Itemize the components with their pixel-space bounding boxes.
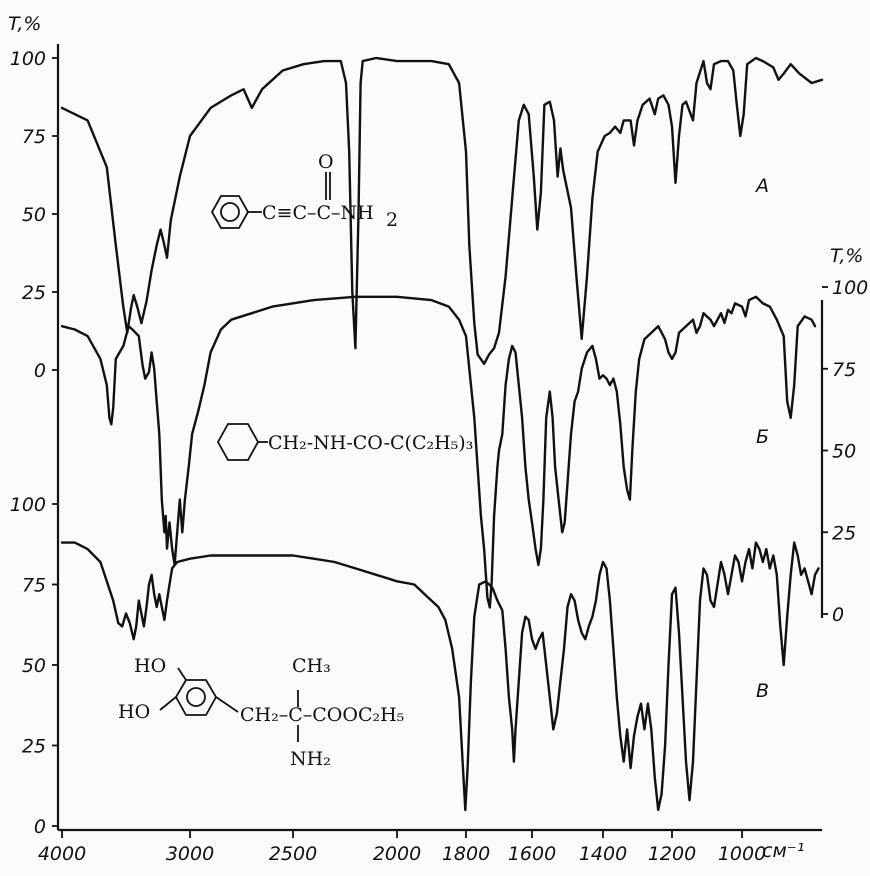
x-tick-label: 1000 (718, 843, 766, 865)
benzene-ring-c-inner-icon (186, 687, 206, 707)
x-tick-label: 3000 (166, 843, 214, 865)
molecule-c-formula: CH₂–C–COOC₂H₅ (240, 704, 404, 726)
molecule-b-formula: CH₂-NH-CO-C(C₂H₅)₃ (268, 432, 473, 454)
series-label-b: Б (756, 426, 769, 448)
x-tick-label: 1800 (442, 843, 490, 865)
left-y-a-tick-label: 0 (34, 360, 46, 382)
spectrum-a-line (60, 56, 824, 365)
amino-label: NH₂ (290, 748, 331, 770)
left-y-a-tick-label: 25 (22, 282, 46, 304)
benzene-ring-a-icon (210, 195, 250, 229)
series-label-c: В (756, 680, 769, 702)
axes (56, 44, 824, 832)
right-y-tick-label: 50 (832, 441, 856, 463)
oh-bond-2 (159, 696, 177, 711)
left-y-c-tick-label: 50 (22, 655, 46, 677)
benzene-ring-a-inner-icon (220, 202, 240, 222)
y-ticks: 100 75 50 25 0 100 75 50 25 0 100 75 50 25 0 (10, 48, 869, 838)
right-y-axis-title: T,% (830, 245, 863, 267)
methyl-label: CH₃ (292, 655, 331, 677)
spectrum-c-line (60, 541, 820, 812)
molecule-b: CH₂-NH-CO-C(C₂H₅)₃ (216, 423, 473, 461)
molecule-c: HO HO CH₃ CH₂–C–COOC₂H₅ NH₂ (118, 655, 404, 770)
left-y-c-tick-label: 0 (34, 816, 46, 838)
cyclohexane-ring-b-icon (216, 423, 260, 461)
left-y-a-tick-label: 75 (22, 126, 46, 148)
oh-bond-1 (177, 667, 187, 681)
x-tick-label: 2500 (269, 843, 317, 865)
chain-bond-c (215, 696, 239, 713)
molecule-a: O C≡C–C–NH 2 (210, 151, 398, 231)
x-unit-label: см⁻¹ (762, 840, 804, 862)
x-tick-label: 1200 (648, 843, 696, 865)
x-tick-label: 2000 (373, 843, 421, 865)
left-y-a-tick-label: 50 (22, 204, 46, 226)
spectrum-b-line (60, 295, 817, 609)
left-y-axis-title: T,% (8, 13, 41, 35)
hydroxyl-1-label: HO (134, 655, 166, 677)
left-y-c-tick-label: 25 (22, 736, 46, 758)
x-tick-label: 1400 (579, 843, 627, 865)
x-tick-label: 1600 (508, 843, 556, 865)
right-y-tick-label: 25 (832, 522, 856, 544)
left-y-c-tick-label: 100 (10, 494, 46, 516)
series-label-a: А (754, 175, 769, 197)
hydroxyl-2-label: HO (118, 701, 150, 723)
molecule-a-formula: C≡C–C–NH (262, 202, 374, 224)
benzene-ring-c-icon (174, 679, 218, 716)
right-y-tick-label: 0 (832, 604, 844, 626)
spectra-curves (60, 56, 824, 812)
x-ticks: 4000 3000 2500 2000 1800 1600 1400 1200 1000 (38, 830, 766, 865)
right-y-tick-label: 100 (832, 277, 868, 299)
left-y-a-tick-label: 100 (10, 48, 46, 70)
left-y-c-tick-label: 75 (22, 575, 46, 597)
molecule-a-subscript: 2 (386, 209, 398, 231)
carbonyl-o-label: O (318, 151, 334, 173)
x-tick-label: 4000 (38, 843, 86, 865)
right-y-tick-label: 75 (832, 359, 856, 381)
